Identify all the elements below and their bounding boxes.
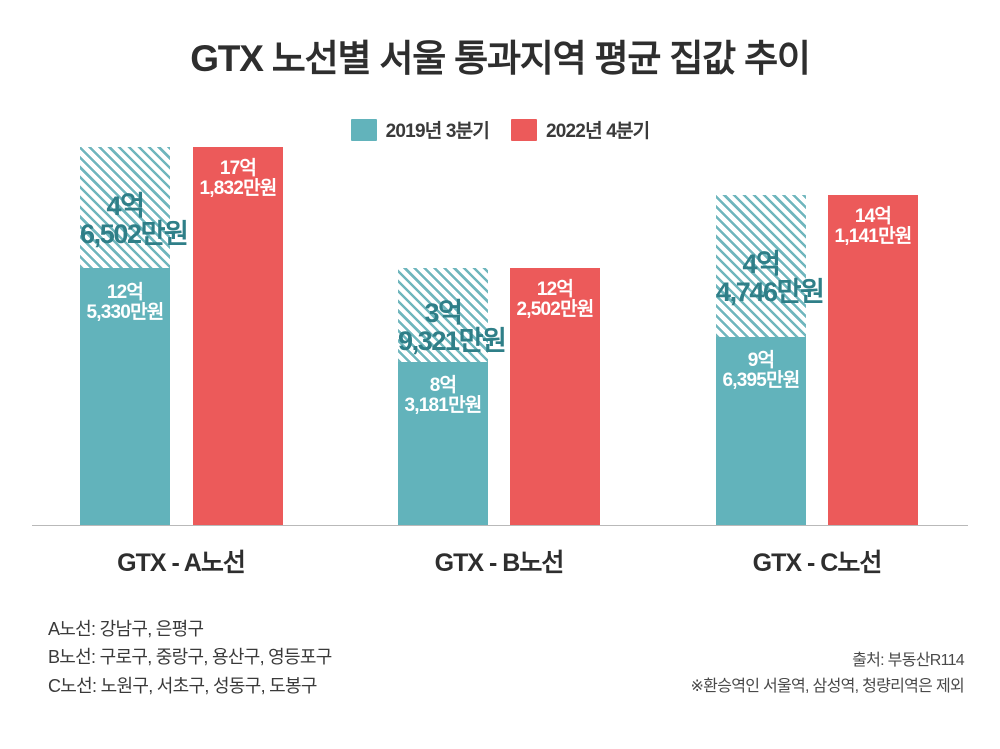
increment-label-line1: 3억 (424, 298, 462, 328)
footnote-route-c: C노선: 노원구, 서초구, 성동구, 도봉구 (48, 675, 317, 696)
base-label-line2: 3,181만원 (404, 394, 483, 416)
base-label-line1: 9억 (747, 350, 775, 371)
bar-2019-gtx-b[interactable]: 3억 9,321만원 8억 3,181만원 (398, 268, 507, 525)
bar-increment-label-gtx-c: 4억 4,746만원 (716, 249, 825, 306)
bar-label-2022-gtx-c: 14억 1,141만원 (828, 207, 918, 247)
bar-base-label-gtx-b: 8억 3,181만원 (398, 376, 488, 416)
value-label-line1: 14억 (854, 206, 892, 227)
footnote-source-block: 출처: 부동산R114 ※환승역인 서울역, 삼성역, 청량리역은 제외 (690, 648, 964, 700)
bar-fill-2022-gtx-a (193, 147, 283, 525)
base-label-line2: 5,330만원 (86, 301, 165, 323)
value-label-line1: 17억 (219, 158, 257, 179)
footnote-routes: A노선: 강남구, 은평구 B노선: 구로구, 중랑구, 용산구, 영등포구 C… (48, 615, 332, 700)
increment-label-line1: 4억 (106, 191, 144, 221)
bar-2019-gtx-a[interactable]: 4억 6,502만원 12억 5,330만원 (80, 147, 189, 525)
legend-item-2022: 2022년 4분기 (511, 116, 650, 143)
legend-label-2019: 2019년 3분기 (385, 121, 490, 142)
bar-increment-label-gtx-b: 3억 9,321만원 (398, 298, 507, 355)
increment-label-line2: 4,746만원 (716, 277, 825, 308)
chart-legend: 2019년 3분기 2022년 4분기 (0, 116, 1000, 143)
base-label-line1: 8억 (429, 375, 457, 396)
value-label-line1: 12억 (536, 279, 574, 300)
value-label-line2: 1,832만원 (199, 177, 278, 199)
footnote-route-a: A노선: 강남구, 은평구 (48, 619, 204, 639)
base-label-line1: 12억 (106, 282, 144, 303)
bar-base-label-gtx-a: 12억 5,330만원 (80, 283, 170, 323)
increment-label-line2: 6,502만원 (80, 219, 189, 250)
value-label-line2: 2,502만원 (516, 298, 595, 320)
footnote-exclusion-note: ※환승역인 서울역, 삼성역, 청량리역은 제외 (690, 677, 964, 695)
category-label-gtx-b: GTX - B노선 (434, 549, 565, 577)
footnote-route-b: B노선: 구로구, 중랑구, 용산구, 영등포구 (48, 647, 332, 668)
legend-item-2019: 2019년 3분기 (350, 116, 490, 143)
bar-increment-gtx-a (80, 147, 170, 268)
page-title: GTX 노선별 서울 통과지역 평균 집값 추이 (190, 38, 811, 79)
bar-2022-gtx-c[interactable]: 14억 1,141만원 (828, 195, 918, 525)
legend-swatch-red (511, 118, 537, 141)
bar-fill-2022-gtx-c (828, 195, 918, 525)
legend-label-2022: 2022년 4분기 (546, 121, 650, 142)
bar-2019-gtx-c[interactable]: 4억 4,746만원 9억 6,395만원 (716, 195, 825, 525)
increment-label-line1: 4억 (742, 249, 780, 279)
bar-base-label-gtx-c: 9억 6,395만원 (716, 351, 806, 391)
bar-base-gtx-c (716, 337, 806, 525)
value-label-line2: 1,141만원 (834, 225, 913, 247)
bar-2022-gtx-a[interactable]: 17억 1,832만원 (193, 147, 283, 525)
x-axis-baseline (32, 525, 968, 526)
bar-label-2022-gtx-b: 12억 2,502만원 (510, 280, 600, 320)
bar-2022-gtx-b[interactable]: 12억 2,502만원 (510, 268, 600, 525)
bar-base-gtx-a (80, 268, 170, 525)
category-label-gtx-a: GTX - A노선 (117, 549, 246, 577)
footnote-source: 출처: 부동산R114 (852, 652, 965, 669)
increment-label-line2: 9,321만원 (398, 326, 507, 357)
legend-swatch-teal (350, 118, 377, 141)
base-label-line2: 6,395만원 (722, 369, 801, 391)
bar-label-2022-gtx-a: 17억 1,832만원 (193, 159, 283, 199)
bar-fill-2022-gtx-b (510, 268, 600, 525)
category-label-gtx-c: GTX - C노선 (752, 549, 883, 577)
bar-increment-label-gtx-a: 4억 6,502만원 (80, 191, 189, 248)
bar-base-gtx-b (398, 362, 488, 525)
bar-increment-gtx-b (398, 268, 488, 362)
bar-increment-gtx-c (716, 195, 806, 337)
